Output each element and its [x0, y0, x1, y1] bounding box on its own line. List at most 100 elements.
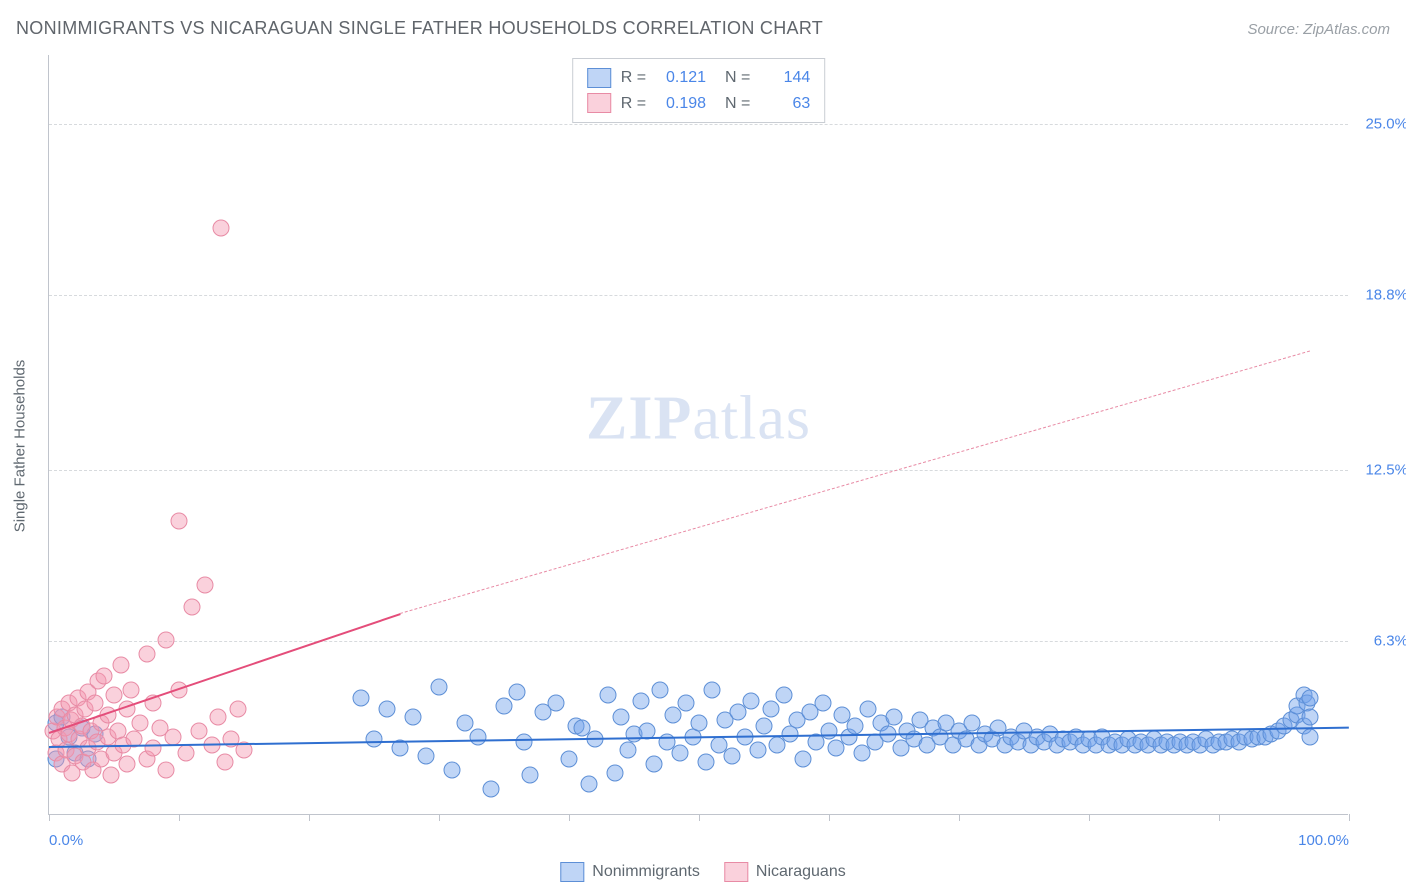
scatter-point [691, 714, 708, 731]
scatter-point [814, 695, 831, 712]
legend-swatch [724, 862, 748, 882]
x-tick [1349, 814, 1350, 821]
scatter-point [613, 709, 630, 726]
chart-title: NONIMMIGRANTS VS NICARAGUAN SINGLE FATHE… [16, 18, 823, 39]
scatter-point [606, 764, 623, 781]
scatter-point [697, 753, 714, 770]
scatter-point [112, 656, 129, 673]
scatter-point [847, 717, 864, 734]
scatter-point [164, 728, 181, 745]
watermark-atlas: atlas [692, 385, 811, 453]
scatter-point [216, 753, 233, 770]
scatter-point [470, 728, 487, 745]
stat-n-value: 63 [760, 91, 810, 117]
scatter-point [645, 756, 662, 773]
scatter-point [405, 709, 422, 726]
stat-r-value: 0.121 [656, 65, 706, 91]
scatter-point [212, 220, 229, 237]
scatter-point [652, 681, 669, 698]
scatter-point [749, 742, 766, 759]
x-tick-label: 0.0% [49, 832, 83, 849]
scatter-point [1302, 728, 1319, 745]
scatter-point [860, 700, 877, 717]
scatter-point [509, 684, 526, 701]
scatter-point [145, 739, 162, 756]
scatter-point [600, 687, 617, 704]
stat-n-label: N = [716, 91, 750, 117]
scatter-point [184, 598, 201, 615]
x-tick [699, 814, 700, 821]
scatter-point [671, 745, 688, 762]
stat-n-label: N = [716, 65, 750, 91]
scatter-point [548, 695, 565, 712]
legend-swatch [587, 68, 611, 88]
x-tick [1089, 814, 1090, 821]
legend-label: Nonimmigrants [592, 863, 700, 881]
stat-n-value: 144 [760, 65, 810, 91]
legend-stats: R = 0.121 N = 144 R = 0.198 N = 63 [572, 58, 826, 123]
scatter-point [132, 714, 149, 731]
gridline [49, 124, 1348, 125]
gridline [49, 641, 1348, 642]
scatter-point [177, 745, 194, 762]
scatter-point [229, 700, 246, 717]
x-tick [569, 814, 570, 821]
legend-item: Nonimmigrants [560, 862, 700, 882]
legend-item: Nicaraguans [724, 862, 846, 882]
stat-r-value: 0.198 [656, 91, 706, 117]
scatter-point [723, 747, 740, 764]
stat-r-label: R = [621, 65, 646, 91]
x-tick [179, 814, 180, 821]
watermark-zip: ZIP [586, 385, 692, 453]
scatter-point [158, 761, 175, 778]
x-tick [309, 814, 310, 821]
scatter-point [795, 750, 812, 767]
scatter-point [619, 742, 636, 759]
scatter-point [775, 687, 792, 704]
scatter-point [95, 667, 112, 684]
scatter-point [444, 761, 461, 778]
scatter-point [457, 714, 474, 731]
x-tick [959, 814, 960, 821]
gridline [49, 295, 1348, 296]
scatter-point [171, 513, 188, 530]
legend-swatch [587, 93, 611, 113]
x-tick [49, 814, 50, 821]
scatter-point [122, 681, 139, 698]
y-tick-label: 18.8% [1353, 287, 1406, 304]
plot-area: ZIPatlas R = 0.121 N = 144R = 0.198 N = 63 6… [48, 55, 1348, 815]
scatter-point [353, 689, 370, 706]
scatter-point [632, 692, 649, 709]
watermark: ZIPatlas [586, 384, 811, 455]
x-tick [439, 814, 440, 821]
scatter-point [821, 723, 838, 740]
scatter-point [158, 631, 175, 648]
y-tick-label: 25.0% [1353, 116, 1406, 133]
stat-r-label: R = [621, 91, 646, 117]
scatter-point [1302, 709, 1319, 726]
legend-swatch [560, 862, 584, 882]
scatter-point [106, 687, 123, 704]
scatter-point [522, 767, 539, 784]
scatter-point [515, 734, 532, 751]
scatter-point [743, 692, 760, 709]
scatter-point [678, 695, 695, 712]
x-tick-label: 100.0% [1298, 832, 1349, 849]
scatter-point [496, 698, 513, 715]
source-label: Source: ZipAtlas.com [1247, 21, 1390, 38]
legend-label: Nicaraguans [756, 863, 846, 881]
scatter-point [119, 756, 136, 773]
scatter-point [190, 723, 207, 740]
scatter-point [431, 678, 448, 695]
scatter-point [756, 717, 773, 734]
trend-line [400, 351, 1310, 615]
scatter-point [1302, 689, 1319, 706]
scatter-point [103, 767, 120, 784]
scatter-point [366, 731, 383, 748]
y-tick-label: 6.3% [1353, 632, 1406, 649]
gridline [49, 470, 1348, 471]
scatter-point [580, 775, 597, 792]
scatter-point [379, 700, 396, 717]
legend-stat-row: R = 0.198 N = 63 [587, 91, 811, 117]
legend-series: Nonimmigrants Nicaraguans [560, 862, 845, 882]
